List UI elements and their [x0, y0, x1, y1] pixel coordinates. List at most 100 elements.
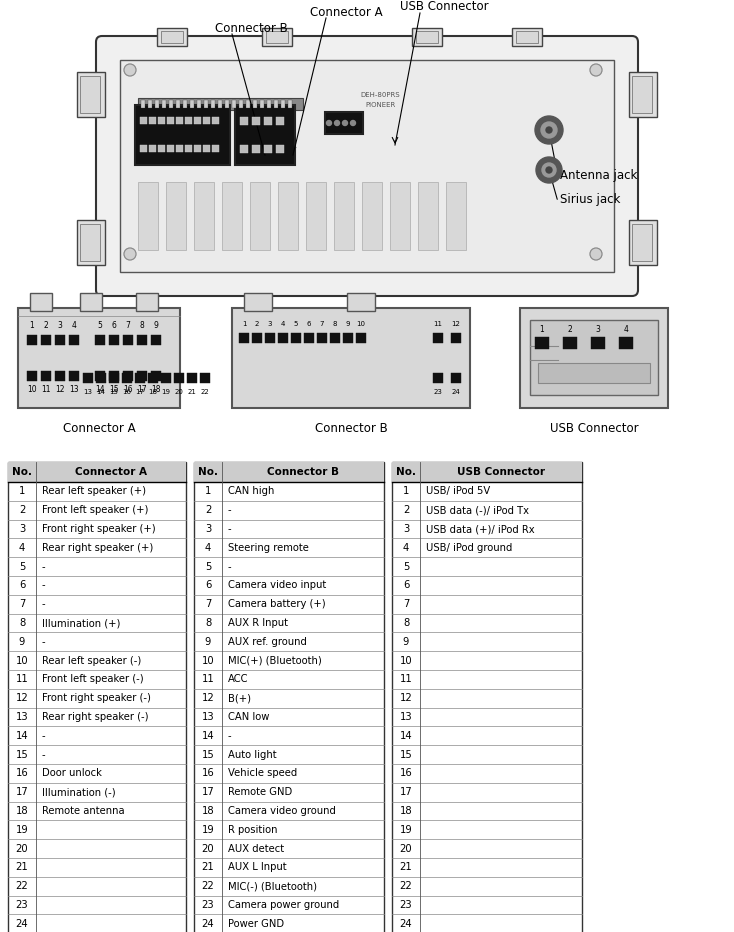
- Bar: [250, 182, 270, 250]
- Bar: [538, 363, 650, 383]
- Bar: [190, 100, 194, 108]
- Text: 7: 7: [19, 599, 25, 610]
- Text: Connector B: Connector B: [215, 21, 288, 34]
- Text: Rear right speaker (+): Rear right speaker (+): [42, 542, 153, 553]
- Text: 24: 24: [15, 919, 29, 929]
- Bar: [151, 371, 161, 381]
- Text: 23: 23: [434, 389, 443, 395]
- Text: 12: 12: [451, 321, 460, 327]
- Text: 2: 2: [19, 505, 25, 515]
- Text: USB/ iPod 5V: USB/ iPod 5V: [426, 487, 490, 497]
- Text: 2: 2: [43, 322, 48, 331]
- Circle shape: [327, 120, 332, 126]
- Text: 19: 19: [161, 389, 170, 395]
- Text: 24: 24: [451, 389, 460, 395]
- Bar: [629, 72, 657, 117]
- Bar: [246, 100, 250, 108]
- Bar: [122, 373, 132, 383]
- Text: 10: 10: [27, 386, 37, 394]
- Text: 4: 4: [281, 321, 286, 327]
- Bar: [194, 182, 214, 250]
- Text: 16: 16: [123, 389, 131, 395]
- Bar: [392, 462, 582, 932]
- Text: 11: 11: [15, 675, 29, 684]
- Text: Door unlock: Door unlock: [42, 768, 102, 778]
- Text: 20: 20: [15, 843, 29, 854]
- Text: Camera battery (+): Camera battery (+): [228, 599, 326, 610]
- Bar: [162, 100, 166, 108]
- Text: 8: 8: [403, 618, 409, 628]
- Text: 13: 13: [84, 389, 92, 395]
- Bar: [591, 337, 605, 349]
- Text: Auto light: Auto light: [228, 749, 277, 760]
- Bar: [520, 308, 668, 408]
- Text: 5: 5: [98, 322, 103, 331]
- Text: 17: 17: [137, 386, 147, 394]
- Text: 3: 3: [205, 524, 211, 534]
- Text: Illumination (-): Illumination (-): [42, 788, 116, 797]
- Bar: [109, 373, 119, 383]
- Bar: [80, 293, 102, 311]
- Text: 1: 1: [403, 487, 409, 497]
- Text: -: -: [42, 581, 46, 590]
- Text: 17: 17: [15, 788, 29, 797]
- Text: 16: 16: [123, 386, 133, 394]
- Bar: [174, 373, 184, 383]
- Bar: [166, 182, 186, 250]
- Text: -: -: [42, 562, 46, 571]
- Text: -: -: [228, 505, 232, 515]
- Bar: [235, 105, 295, 165]
- Text: 22: 22: [200, 389, 209, 395]
- Bar: [418, 182, 438, 250]
- Text: 7: 7: [126, 322, 131, 331]
- Bar: [183, 100, 187, 108]
- Bar: [334, 182, 354, 250]
- Text: 11: 11: [202, 675, 214, 684]
- Bar: [204, 100, 208, 108]
- Bar: [185, 145, 192, 152]
- Text: Front right speaker (+): Front right speaker (+): [42, 524, 156, 534]
- Bar: [8, 462, 186, 932]
- Bar: [138, 182, 158, 250]
- Bar: [77, 220, 105, 265]
- Bar: [451, 333, 461, 343]
- Bar: [176, 145, 183, 152]
- Text: 14: 14: [400, 731, 413, 741]
- Bar: [200, 373, 210, 383]
- Text: 18: 18: [15, 806, 29, 816]
- Bar: [96, 373, 106, 383]
- Bar: [203, 117, 210, 124]
- Text: Camera power ground: Camera power ground: [228, 900, 339, 910]
- Bar: [274, 100, 278, 108]
- Text: 7: 7: [320, 321, 324, 327]
- Bar: [325, 112, 363, 134]
- Text: 20: 20: [400, 843, 413, 854]
- Bar: [27, 371, 37, 381]
- Bar: [356, 333, 366, 343]
- Text: 11: 11: [41, 386, 51, 394]
- Bar: [69, 371, 79, 381]
- Bar: [253, 100, 257, 108]
- Text: 8: 8: [333, 321, 337, 327]
- Text: 18: 18: [400, 806, 413, 816]
- Bar: [252, 333, 262, 343]
- Bar: [157, 28, 187, 46]
- Bar: [212, 117, 219, 124]
- Text: 8: 8: [205, 618, 211, 628]
- Bar: [80, 224, 100, 261]
- Text: 23: 23: [202, 900, 214, 910]
- Bar: [161, 31, 183, 43]
- Text: 2: 2: [567, 324, 573, 334]
- Text: 10: 10: [15, 655, 29, 665]
- Bar: [433, 333, 443, 343]
- Bar: [347, 293, 375, 311]
- Bar: [262, 28, 292, 46]
- Text: No.: No.: [12, 467, 32, 477]
- Bar: [291, 333, 301, 343]
- Bar: [185, 117, 192, 124]
- Text: 9: 9: [403, 637, 409, 647]
- Text: 4: 4: [403, 542, 409, 553]
- Text: 22: 22: [399, 881, 413, 891]
- Text: 12: 12: [202, 693, 214, 704]
- Text: 10: 10: [202, 655, 214, 665]
